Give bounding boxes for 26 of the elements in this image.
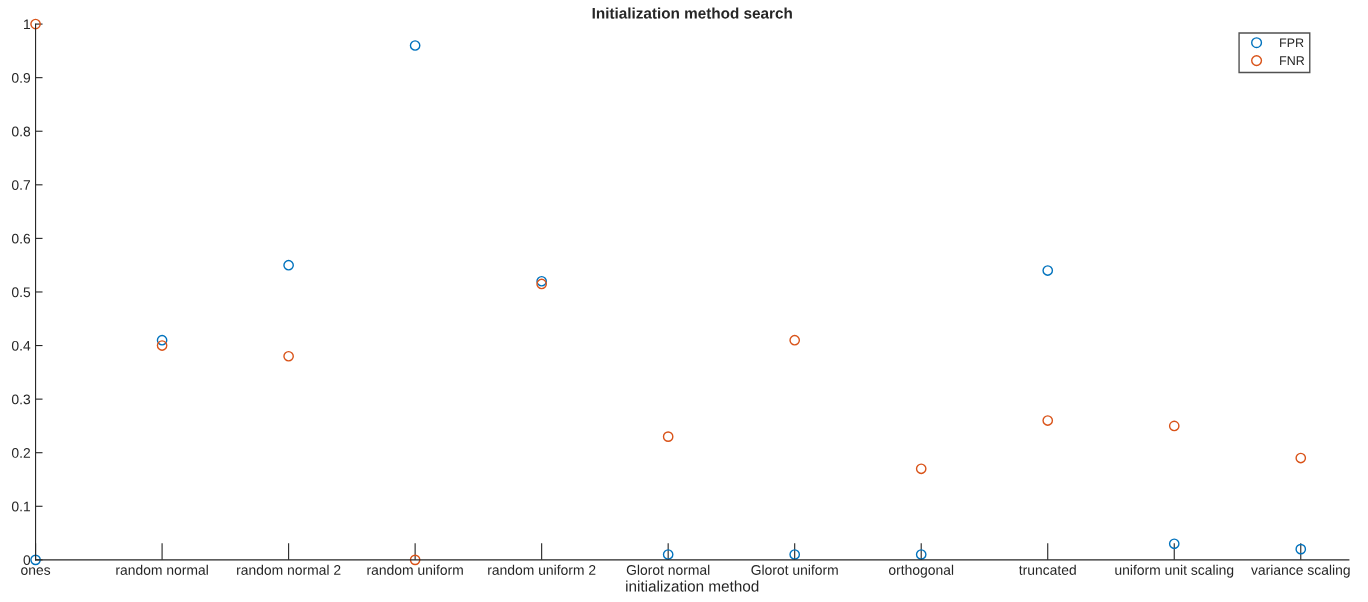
y-tick-label: 0.3: [11, 394, 31, 405]
y-tick-label: 0.4: [11, 340, 31, 351]
y-tick-label: 0.9: [11, 72, 31, 83]
x-tick-label: random uniform: [367, 564, 463, 575]
x-tick-label: orthogonal: [888, 564, 954, 578]
legend-label: FPR: [1280, 38, 1304, 48]
chart-title: Initialization method search: [592, 7, 792, 19]
y-tick-label: 0.8: [11, 126, 31, 137]
x-tick-label: random normal 2: [237, 564, 341, 575]
x-tick-label: uniform unit scaling: [1115, 564, 1234, 578]
y-tick-label: 0.2: [11, 448, 31, 458]
x-tick-label: random uniform 2: [488, 564, 596, 575]
x-tick-label: variance scaling: [1251, 564, 1350, 578]
y-tick-label: 0.5: [11, 287, 31, 298]
y-tick-label: 1: [24, 19, 31, 30]
x-tick-label: ones: [21, 567, 51, 575]
y-tick-label: 0.1: [11, 501, 31, 512]
y-tick-label: 0.7: [11, 180, 31, 190]
x-tick-label: truncated: [1018, 564, 1076, 575]
legend-label: FNR: [1280, 56, 1305, 65]
y-tick-label: 0.6: [11, 233, 31, 244]
x-axis-title: initialization method: [626, 580, 759, 592]
x-tick-label: Glorot uniform: [751, 564, 838, 575]
x-tick-label: random normal: [116, 564, 208, 575]
x-tick-label: Glorot normal: [626, 564, 710, 575]
y-tick-label: 0: [23, 555, 31, 566]
